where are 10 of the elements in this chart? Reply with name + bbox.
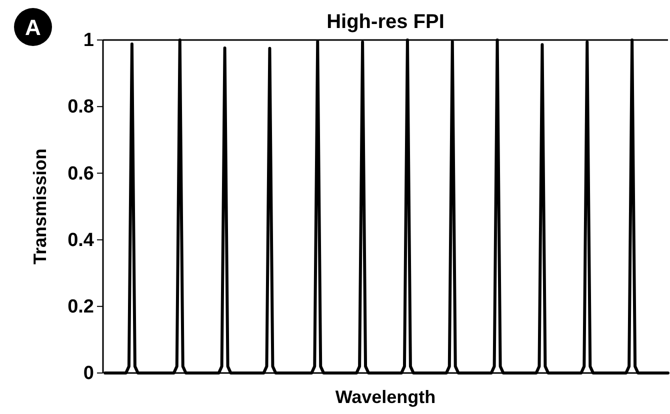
y-tick-label: 0.4: [68, 230, 94, 251]
y-tick-label: 0.6: [68, 163, 94, 184]
chart-title: High-res FPI: [326, 11, 444, 33]
letter-badge: A: [14, 8, 52, 46]
y-tick-label: 1: [83, 30, 94, 52]
y-axis-title: Transmission: [30, 148, 50, 265]
y-tick-label: 0.2: [68, 296, 94, 318]
y-tick-label: 0: [83, 363, 94, 384]
y-tick-label: 0.8: [68, 96, 94, 118]
x-axis-title: Wavelength: [335, 387, 436, 407]
